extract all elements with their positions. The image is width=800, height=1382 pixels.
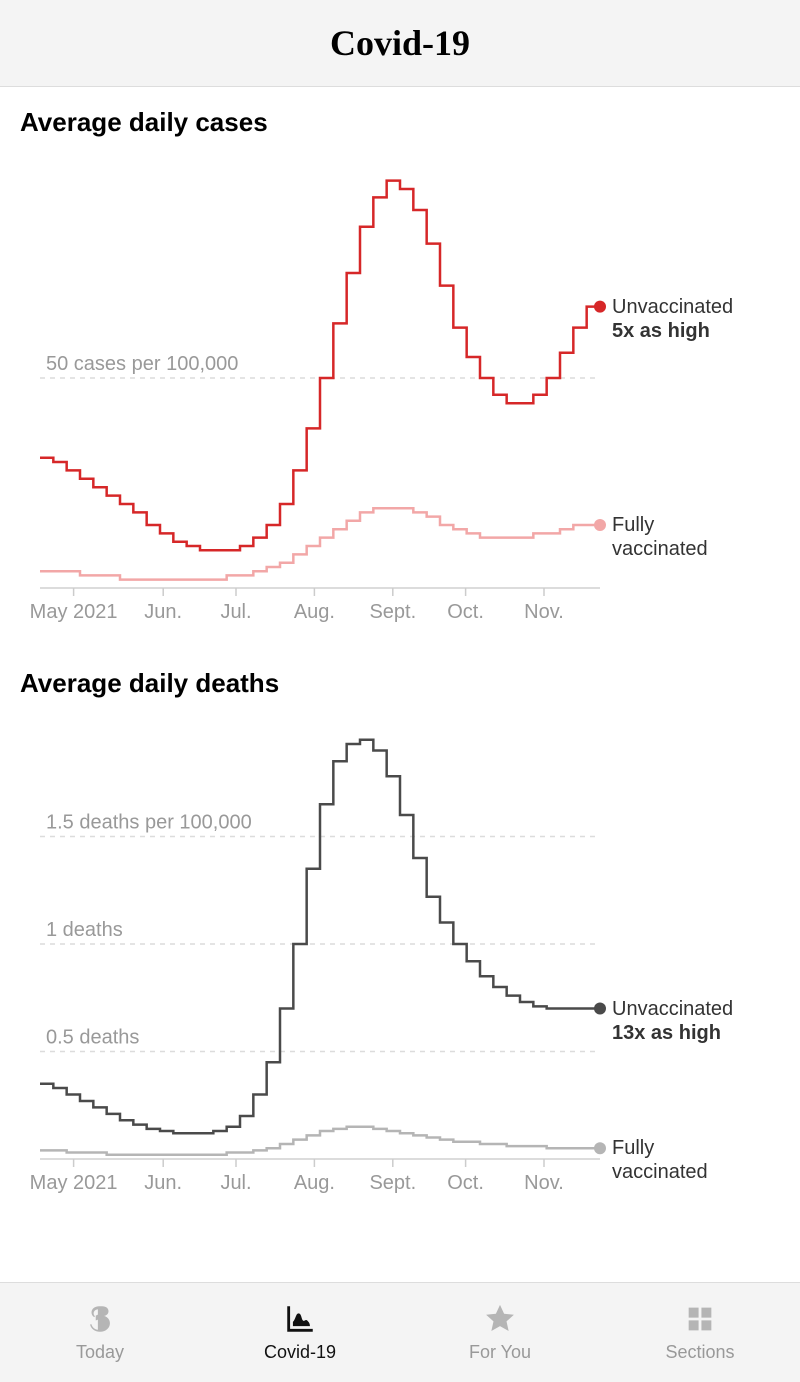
- cases-chart-svg: 50 cases per 100,000 May 2021 Jun. Jul. Aug.…: [20, 148, 780, 638]
- end-marker: [594, 519, 606, 531]
- nav-for-you[interactable]: For You: [400, 1283, 600, 1382]
- nav-today[interactable]: Today: [0, 1283, 200, 1382]
- deaths-chart: 1.5 deaths per 100,000 1 deaths 0.5 deaths…: [20, 709, 780, 1209]
- gridline-label: 50 cases per 100,000: [46, 353, 238, 375]
- x-tick-label: Jul.: [220, 1172, 251, 1194]
- deaths-chart-title: Average daily deaths: [20, 668, 780, 699]
- end-marker: [594, 1003, 606, 1015]
- x-tick-label: Oct.: [447, 601, 484, 623]
- x-tick-label: May 2021: [30, 601, 118, 623]
- gridline-label: 1 deaths: [46, 919, 123, 941]
- end-marker: [594, 301, 606, 313]
- series-end-label: Fullyvaccinated: [612, 1136, 708, 1184]
- series-fully-vaccinated: [40, 508, 600, 579]
- gridline-label: 0.5 deaths: [46, 1027, 139, 1049]
- x-tick-label: Aug.: [294, 601, 335, 623]
- x-tick-label: Sept.: [369, 601, 416, 623]
- deaths-chart-block: Average daily deaths 1.5 deaths per 100,…: [20, 668, 780, 1209]
- sections-icon: [683, 1302, 717, 1336]
- gridline-label: 1.5 deaths per 100,000: [46, 812, 252, 834]
- nav-sections[interactable]: Sections: [600, 1283, 800, 1382]
- x-tick-label: Sept.: [369, 1172, 416, 1194]
- deaths-chart-svg: 1.5 deaths per 100,000 1 deaths 0.5 deaths…: [20, 709, 780, 1209]
- x-tick-label: Aug.: [294, 1172, 335, 1194]
- x-tick-label: Jun.: [144, 1172, 182, 1194]
- x-tick-label: Jun.: [144, 601, 182, 623]
- header-bar: Covid-19: [0, 0, 800, 87]
- x-tick-label: Nov.: [524, 1172, 564, 1194]
- series-unvaccinated: [40, 740, 600, 1133]
- content: Average daily cases 50 cases per 100,000…: [0, 87, 800, 1282]
- star-icon: [483, 1302, 517, 1336]
- nav-label: For You: [469, 1342, 531, 1363]
- cases-chart-block: Average daily cases 50 cases per 100,000…: [20, 107, 780, 638]
- x-tick-label: Nov.: [524, 601, 564, 623]
- cases-chart: 50 cases per 100,000 May 2021 Jun. Jul. Aug.…: [20, 148, 780, 638]
- series-fully-vaccinated: [40, 1127, 600, 1155]
- nav-label: Covid-19: [264, 1342, 336, 1363]
- series-end-label: Unvaccinated13x as high: [612, 997, 733, 1045]
- x-tick-label: May 2021: [30, 1172, 118, 1194]
- nav-label: Sections: [665, 1342, 734, 1363]
- bottom-nav: Today Covid-19 For You Sections: [0, 1282, 800, 1382]
- cases-chart-title: Average daily cases: [20, 107, 780, 138]
- nyt-icon: [83, 1302, 117, 1336]
- nav-label: Today: [76, 1342, 124, 1363]
- series-end-label: Fullyvaccinated: [612, 513, 708, 561]
- nav-covid[interactable]: Covid-19: [200, 1283, 400, 1382]
- x-tick-label: Oct.: [447, 1172, 484, 1194]
- page-title: Covid-19: [0, 22, 800, 64]
- end-marker: [594, 1142, 606, 1154]
- series-end-label: Unvaccinated5x as high: [612, 295, 733, 343]
- chart-icon: [283, 1302, 317, 1336]
- x-tick-label: Jul.: [220, 601, 251, 623]
